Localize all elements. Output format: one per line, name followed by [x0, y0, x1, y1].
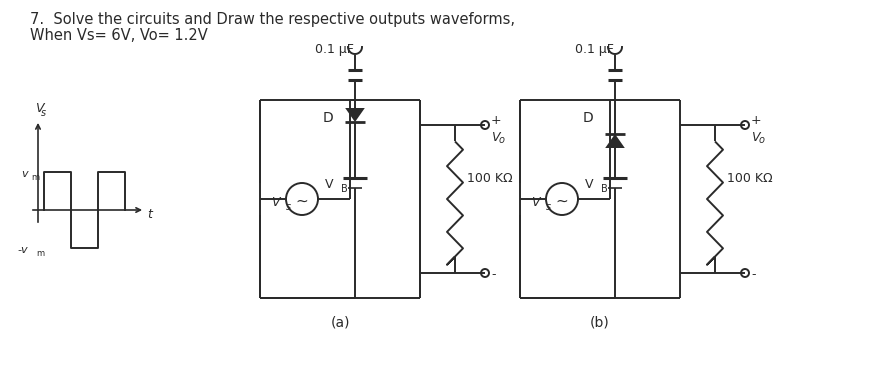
Text: V: V: [584, 179, 593, 191]
Text: s: s: [41, 108, 46, 118]
Text: o: o: [499, 135, 505, 145]
Text: -: -: [751, 268, 755, 282]
Text: t: t: [147, 208, 152, 221]
Text: B: B: [601, 184, 608, 194]
Text: V: V: [324, 179, 333, 191]
Text: B: B: [341, 184, 348, 194]
Text: +: +: [491, 114, 502, 127]
Text: o: o: [759, 135, 765, 145]
Text: D: D: [322, 111, 333, 125]
Text: ∼: ∼: [295, 194, 308, 208]
Text: s: s: [286, 202, 291, 212]
Text: (b): (b): [590, 316, 610, 330]
Text: v: v: [21, 169, 28, 179]
Text: +: +: [751, 114, 761, 127]
Text: m: m: [36, 249, 44, 257]
Text: 100 KΩ: 100 KΩ: [727, 172, 773, 185]
Text: V: V: [751, 131, 759, 144]
Text: V: V: [532, 196, 540, 210]
Text: V: V: [272, 196, 280, 210]
Text: s: s: [546, 202, 551, 212]
Text: 0.1 μF: 0.1 μF: [315, 42, 354, 55]
Text: 100 KΩ: 100 KΩ: [467, 172, 512, 185]
Polygon shape: [345, 108, 364, 122]
Text: 0.1 μF: 0.1 μF: [575, 42, 614, 55]
Text: 7.  Solve the circuits and Draw the respective outputs waveforms,: 7. Solve the circuits and Draw the respe…: [30, 12, 515, 27]
Text: V: V: [35, 102, 44, 115]
Polygon shape: [605, 134, 625, 148]
Text: m: m: [31, 172, 39, 182]
Text: ∼: ∼: [555, 194, 569, 208]
Text: D: D: [583, 111, 593, 125]
Text: V: V: [491, 131, 499, 144]
Text: When Vs= 6V, Vo= 1.2V: When Vs= 6V, Vo= 1.2V: [30, 28, 208, 43]
Text: (a): (a): [330, 316, 350, 330]
Text: -v: -v: [18, 245, 28, 255]
Text: -: -: [491, 268, 496, 282]
